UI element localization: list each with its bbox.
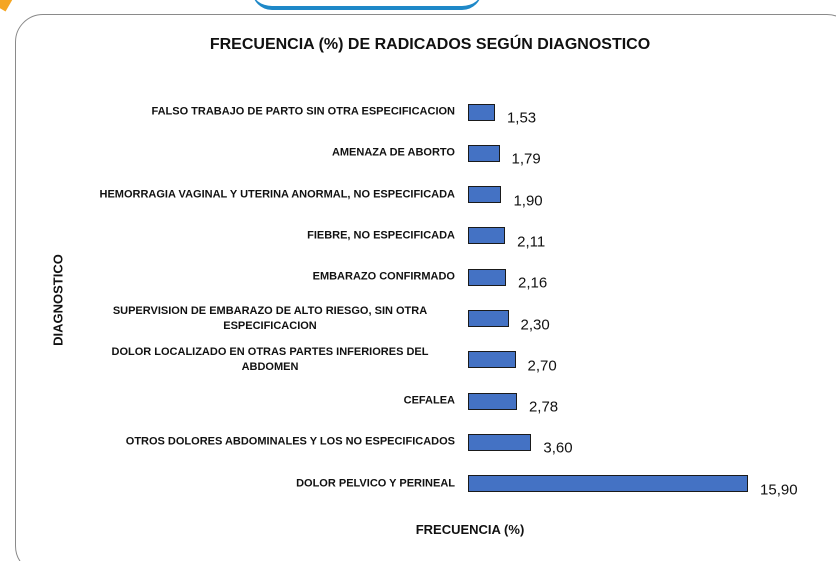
data-label: 3,60: [543, 439, 573, 457]
category-text: SUPERVISION DE EMBARAZO DE ALTO RIESGO, …: [112, 304, 428, 332]
x-axis-label: FRECUENCIA (%): [415, 522, 525, 537]
category-label: EMBARAZO CONFIRMADO: [85, 270, 455, 285]
chart-title: FRECUENCIA (%) DE RADICADOS SEGÚN DIAGNO…: [209, 36, 651, 53]
category-text: DOLOR PELVICO Y PERINEAL: [296, 477, 455, 490]
bar: [468, 268, 507, 286]
category-text: EMBARAZO CONFIRMADO: [312, 270, 455, 283]
data-label: 2,11: [517, 233, 546, 251]
bar: [468, 103, 495, 121]
bar: [468, 227, 506, 245]
category-label: HEMORRAGIA VAGINAL Y UTERINA ANORMAL, NO…: [85, 187, 455, 202]
bar: [468, 433, 532, 451]
category-label: FIEBRE, NO ESPECIFICADA: [85, 228, 455, 243]
data-label: 15,90: [760, 481, 798, 499]
bar: [468, 351, 516, 369]
bar: [468, 186, 502, 204]
category-label: OTROS DOLORES ABDOMINALES Y LOS NO ESPEC…: [85, 435, 455, 450]
category-text: OTROS DOLORES ABDOMINALES Y LOS NO ESPEC…: [125, 435, 455, 448]
chart-frame: [15, 14, 836, 561]
data-label: 2,78: [528, 398, 559, 416]
category-label: FALSO TRABAJO DE PARTO SIN OTRA ESPECIFI…: [85, 105, 455, 120]
category-text: DOLOR LOCALIZADO EN OTRAS PARTES INFERIO…: [111, 345, 429, 373]
category-text: FIEBRE, NO ESPECIFICADA: [307, 229, 455, 242]
decoration: [0, 0, 21, 12]
category-label: DOLOR PELVICO Y PERINEAL: [85, 476, 455, 491]
data-label: 2,16: [518, 274, 548, 292]
category-text: AMENAZA DE ABORTO: [331, 146, 455, 159]
data-label: 1,53: [506, 109, 537, 127]
category-label: AMENAZA DE ABORTO: [85, 146, 455, 161]
data-label: 1,90: [513, 192, 543, 210]
bar: [468, 310, 509, 327]
category-text: HEMORRAGIA VAGINAL Y UTERINA ANORMAL, NO…: [99, 188, 455, 201]
bar: [468, 392, 517, 410]
category-text: CEFALEA: [403, 394, 455, 407]
category-text: FALSO TRABAJO DE PARTO SIN OTRA ESPECIFI…: [151, 105, 455, 118]
y-axis-label: DIAGNOSTICO: [50, 254, 66, 346]
data-label: 1,79: [511, 150, 541, 168]
decoration: [252, 0, 482, 10]
bar: [468, 144, 500, 162]
bar: [468, 475, 749, 493]
category-label: SUPERVISION DE EMBARAZO DE ALTO RIESGO, …: [85, 304, 455, 334]
data-label: 2,70: [527, 357, 557, 375]
data-label: 2,30: [520, 316, 550, 333]
category-label: DOLOR LOCALIZADO EN OTRAS PARTES INFERIO…: [85, 345, 455, 375]
category-label: CEFALEA: [85, 394, 455, 409]
